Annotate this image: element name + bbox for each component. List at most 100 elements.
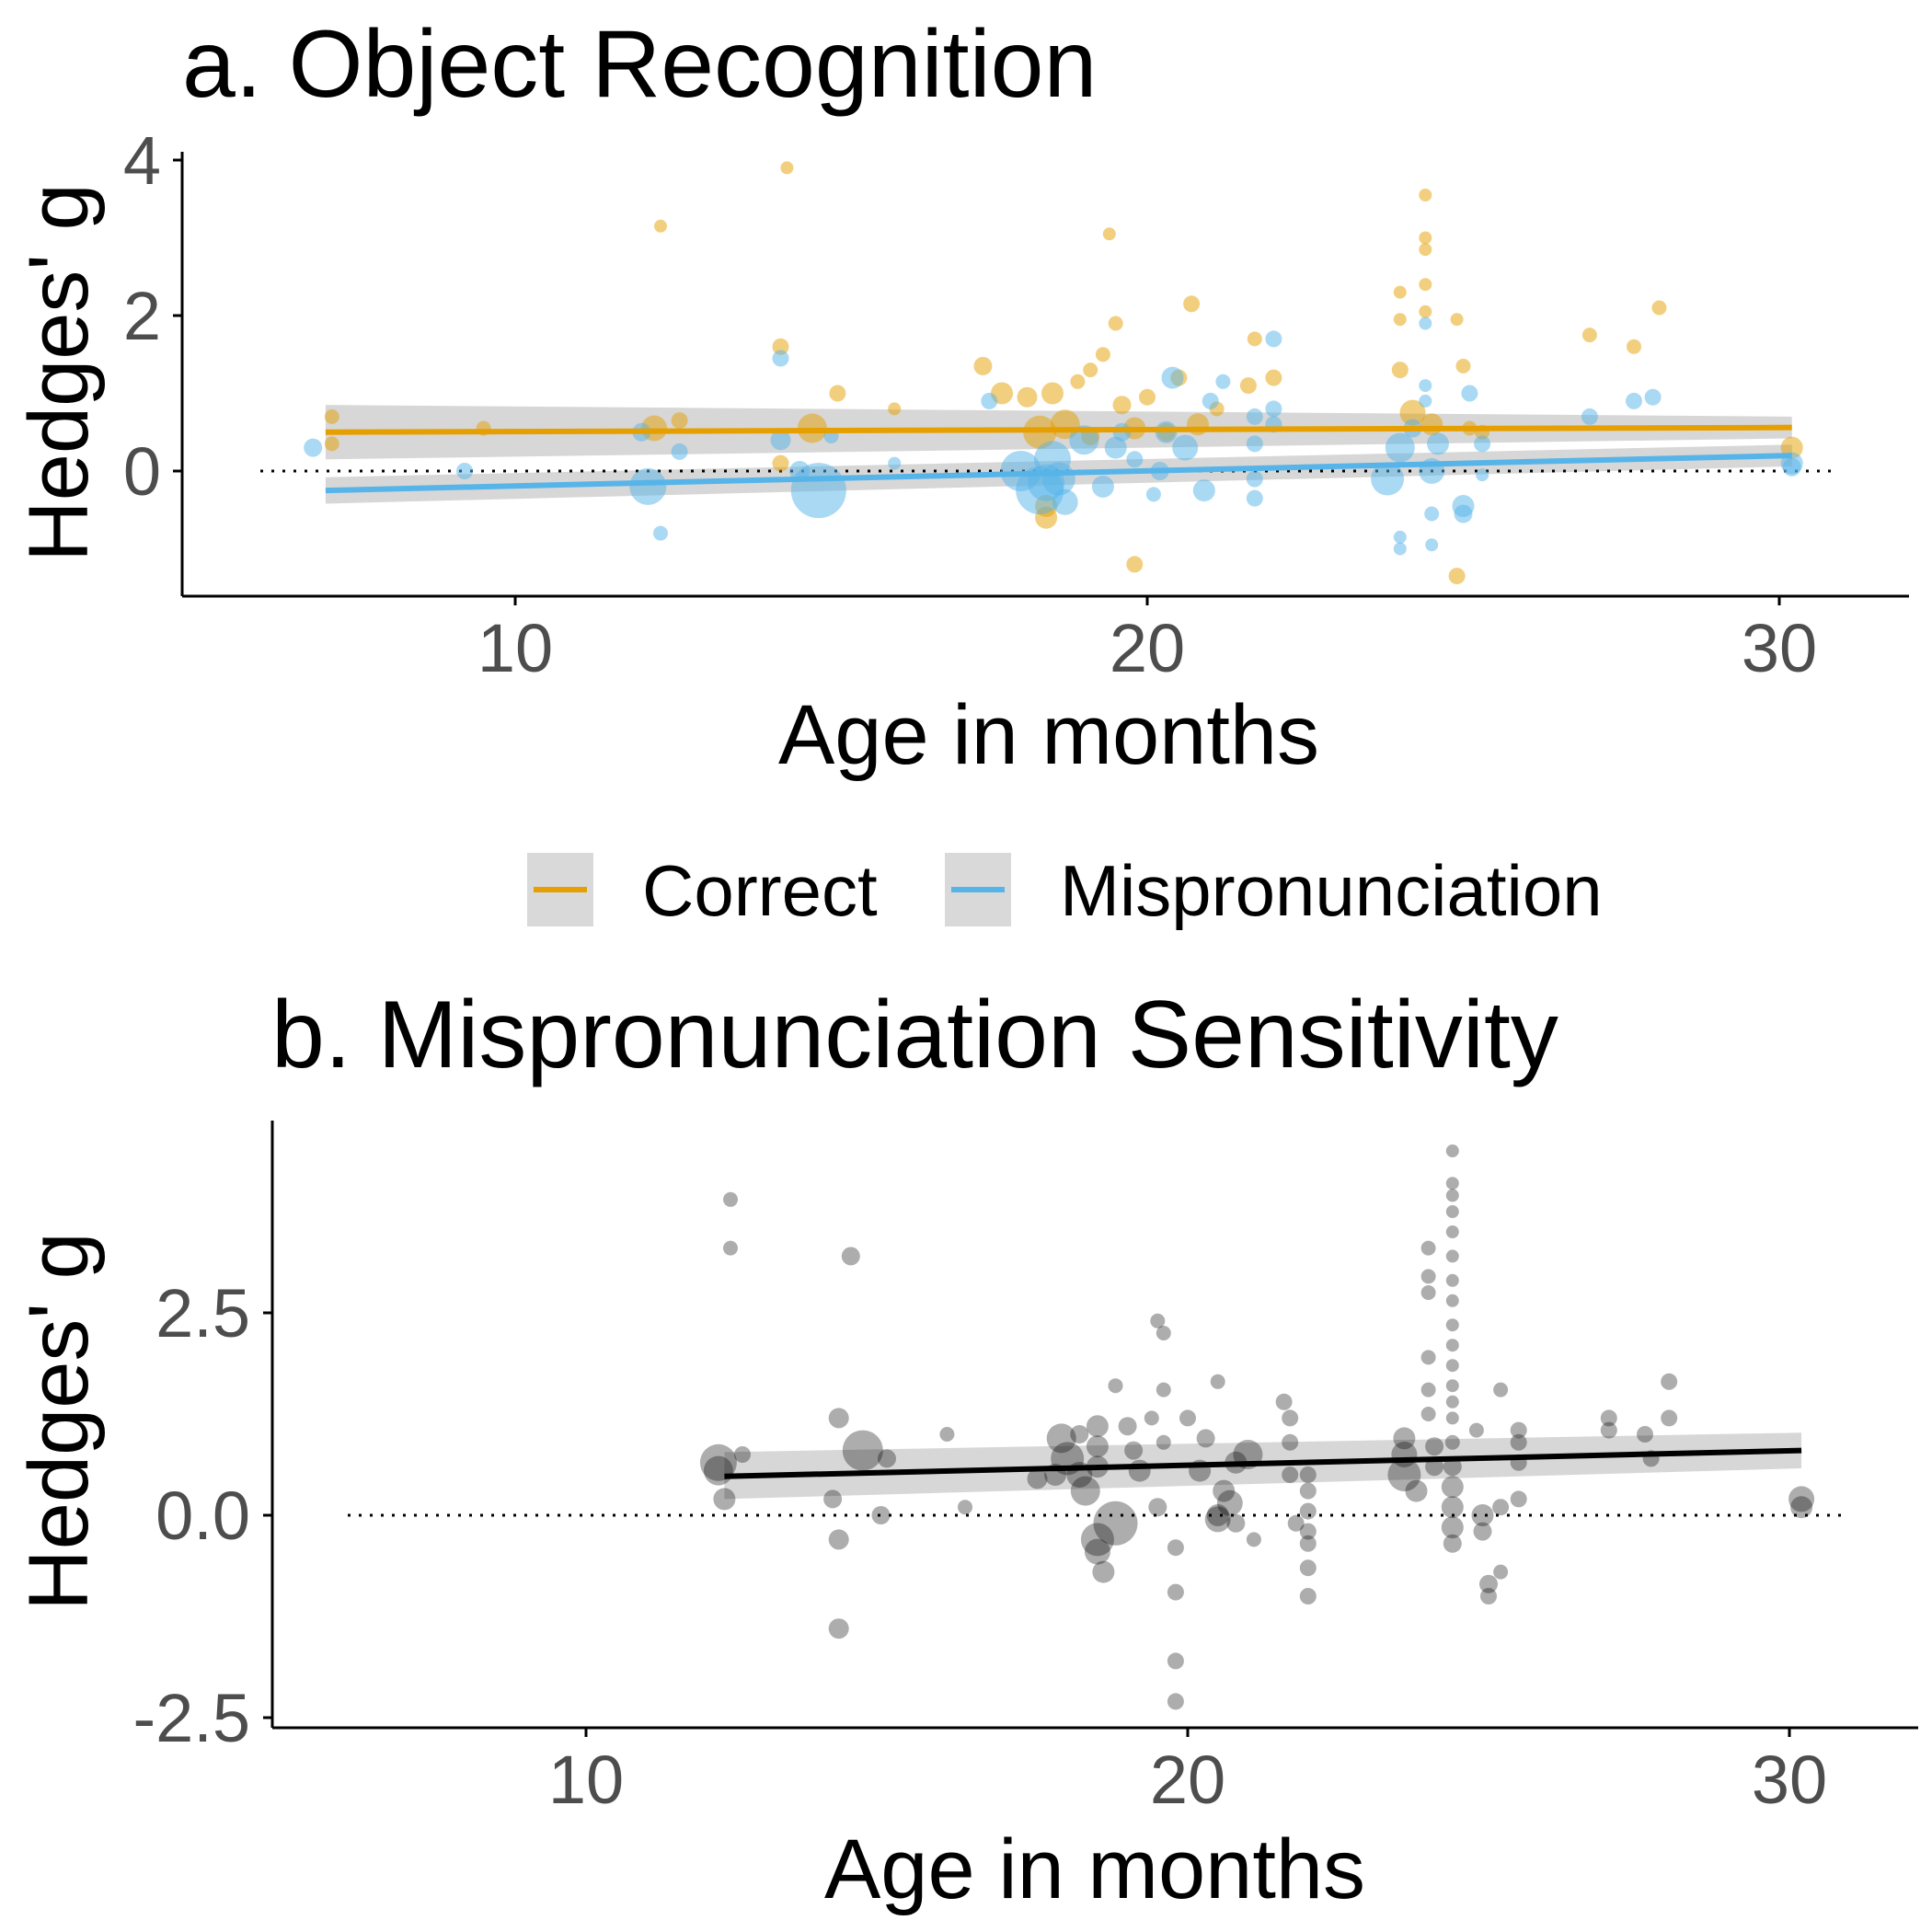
panel-a-point-mispronunciation — [1028, 464, 1065, 501]
panel-a-point-mispronunciation — [1246, 470, 1263, 488]
panel-b-point-mispronunciation-sensitivity — [1124, 1441, 1144, 1460]
panel-b-point-mispronunciation-sensitivity — [1167, 1693, 1184, 1710]
panel-a-point-mispronunciation — [1461, 385, 1478, 402]
panel-b-point-mispronunciation-sensitivity — [939, 1427, 955, 1442]
panel-b-point-mispronunciation-sensitivity — [1167, 1539, 1184, 1557]
panel-b-ytick-label: -2.5 — [132, 1680, 250, 1756]
panel-a-point-correct — [1450, 313, 1464, 327]
panel-b-point-mispronunciation-sensitivity — [1287, 1514, 1305, 1532]
panel-b-point-mispronunciation-sensitivity — [823, 1489, 843, 1509]
panel-a-point-correct — [1651, 300, 1667, 316]
panel-a-point-mispronunciation — [1385, 432, 1415, 463]
panel-a-point-mispronunciation — [1215, 374, 1231, 389]
panel-b-point-mispronunciation-sensitivity — [1637, 1426, 1653, 1443]
panel-a-point-correct — [829, 385, 846, 402]
panel-b-fit-line-mispronunciation-sensitivity — [724, 1447, 1802, 1479]
panel-b-point-mispronunciation-sensitivity — [1420, 1269, 1436, 1284]
panel-a-point-mispronunciation — [1069, 425, 1099, 455]
panel-b-point-mispronunciation-sensitivity — [1445, 1189, 1459, 1202]
panel-b-point-mispronunciation-sensitivity — [723, 1240, 738, 1256]
panel-b-point-mispronunciation-sensitivity — [1086, 1415, 1109, 1438]
panel-b-point-mispronunciation-sensitivity — [1441, 1516, 1464, 1539]
panel-b-point-mispronunciation-sensitivity — [1473, 1522, 1492, 1541]
panel-a-point-correct — [1017, 386, 1038, 408]
panel-b-point-mispronunciation-sensitivity — [1445, 1205, 1459, 1218]
panel-a-point-mispronunciation — [1145, 487, 1161, 502]
panel-a-point-mispronunciation — [1419, 394, 1432, 408]
panel-b-point-mispronunciation-sensitivity — [1299, 1482, 1317, 1500]
panel-a-point-correct — [1419, 231, 1432, 245]
legend-label-mispronunciation: Mispronunciation — [1060, 850, 1603, 931]
panel-a-fit-line-mispronunciation — [325, 453, 1792, 494]
panel-b-point-mispronunciation-sensitivity — [723, 1191, 738, 1207]
panel-b-point-mispronunciation-sensitivity — [1441, 1476, 1464, 1499]
panel-a-point-mispronunciation — [1419, 379, 1432, 393]
panel-b-point-mispronunciation-sensitivity — [1441, 1496, 1464, 1519]
panel-b-point-mispronunciation-sensitivity — [1027, 1468, 1048, 1489]
panel-a-point-mispronunciation — [1161, 366, 1184, 389]
panel-a-point-mispronunciation — [1454, 504, 1473, 523]
panel-a-point-mispronunciation — [1246, 489, 1263, 507]
panel-a-point-mispronunciation — [1782, 457, 1801, 477]
panel-b-x-axis-label: Age in months — [824, 1823, 1365, 1916]
panel-b-point-mispronunciation-sensitivity — [1445, 1273, 1459, 1287]
panel-b-point-mispronunciation-sensitivity — [1600, 1421, 1617, 1439]
panel-a-point-correct — [1448, 568, 1466, 585]
panel-a-point-correct — [1139, 388, 1156, 406]
panel-b-point-mispronunciation-sensitivity — [1445, 1294, 1459, 1307]
panel-b-point-mispronunciation-sensitivity — [1070, 1476, 1100, 1506]
panel-a-point-correct — [1126, 556, 1144, 573]
panel-b-point-mispronunciation-sensitivity — [1213, 1479, 1236, 1502]
panel-b-point-mispronunciation-sensitivity — [1443, 1457, 1462, 1477]
panel-a-xtick-label: 20 — [1110, 610, 1185, 686]
panel-a-point-correct — [772, 338, 789, 355]
panel-b-point-mispronunciation-sensitivity — [1479, 1574, 1498, 1593]
panel-b-point-mispronunciation-sensitivity — [1444, 1434, 1460, 1450]
panel-b-point-mispronunciation-sensitivity — [1493, 1382, 1509, 1397]
panel-a-point-correct — [1102, 227, 1116, 241]
panel-b-point-mispronunciation-sensitivity — [1420, 1350, 1436, 1365]
panel-a-point-correct — [1399, 399, 1426, 426]
panel-a-x-axis-label: Age in months — [778, 688, 1319, 782]
panel-b-point-mispronunciation-sensitivity — [1275, 1393, 1293, 1410]
panel-b-point-mispronunciation-sensitivity — [1420, 1285, 1436, 1300]
panel-b-point-mispronunciation-sensitivity — [1246, 1532, 1261, 1547]
panel-b-point-mispronunciation-sensitivity — [1471, 1504, 1494, 1526]
panel-a-ytick-label: 0 — [123, 433, 161, 510]
panel-b-point-mispronunciation-sensitivity — [1445, 1144, 1459, 1157]
panel-b-xtick-label: 10 — [548, 1742, 624, 1818]
panel-a-point-mispronunciation — [1265, 330, 1282, 348]
panel-b-point-mispronunciation-sensitivity — [1445, 1177, 1459, 1190]
panel-b-point-mispronunciation-sensitivity — [703, 1455, 733, 1486]
panel-a-point-correct — [1108, 316, 1123, 331]
panel-b-point-mispronunciation-sensitivity — [1206, 1504, 1229, 1526]
panel-a-point-mispronunciation — [671, 443, 688, 460]
panel-b-point-mispronunciation-sensitivity — [828, 1408, 849, 1429]
panel-a-point-mispronunciation — [1202, 392, 1219, 409]
panel-a-point-correct — [1183, 295, 1201, 313]
panel-a-point-correct — [1419, 305, 1432, 318]
panel-a-y-axis-label: Hedges' g — [12, 183, 106, 561]
panel-a-point-mispronunciation — [1091, 475, 1114, 498]
panel-b-point-mispronunciation-sensitivity — [1387, 1458, 1421, 1491]
panel-b-point-mispronunciation-sensitivity — [1118, 1417, 1137, 1436]
panel-b-point-mispronunciation-sensitivity — [1299, 1466, 1317, 1483]
panel-a-point-mispronunciation — [1425, 538, 1439, 552]
panel-a-point-mispronunciation — [981, 392, 998, 409]
panel-b-point-mispronunciation-sensitivity — [1445, 1249, 1459, 1263]
panel-b-point-mispronunciation-sensitivity — [878, 1449, 896, 1468]
panel-b-point-mispronunciation-sensitivity — [1493, 1564, 1509, 1580]
panel-b-point-mispronunciation-sensitivity — [841, 1247, 860, 1266]
panel-b-point-mispronunciation-sensitivity — [828, 1529, 849, 1550]
panel-a-point-mispronunciation — [1474, 435, 1491, 453]
panel-a-point-mispronunciation — [1393, 542, 1407, 556]
panel-b-point-mispronunciation-sensitivity — [871, 1506, 891, 1524]
panel-b-point-mispronunciation-sensitivity — [1661, 1373, 1678, 1390]
panel-b-point-mispronunciation-sensitivity — [1093, 1501, 1138, 1546]
panel-a-point-mispronunciation — [1246, 408, 1263, 425]
panel-b-ytick-label: 0.0 — [155, 1478, 250, 1554]
panel-b-point-mispronunciation-sensitivity — [1661, 1409, 1678, 1427]
panel-b-point-mispronunciation-sensitivity — [1084, 1538, 1110, 1565]
panel-b-point-mispronunciation-sensitivity — [1445, 1395, 1459, 1409]
